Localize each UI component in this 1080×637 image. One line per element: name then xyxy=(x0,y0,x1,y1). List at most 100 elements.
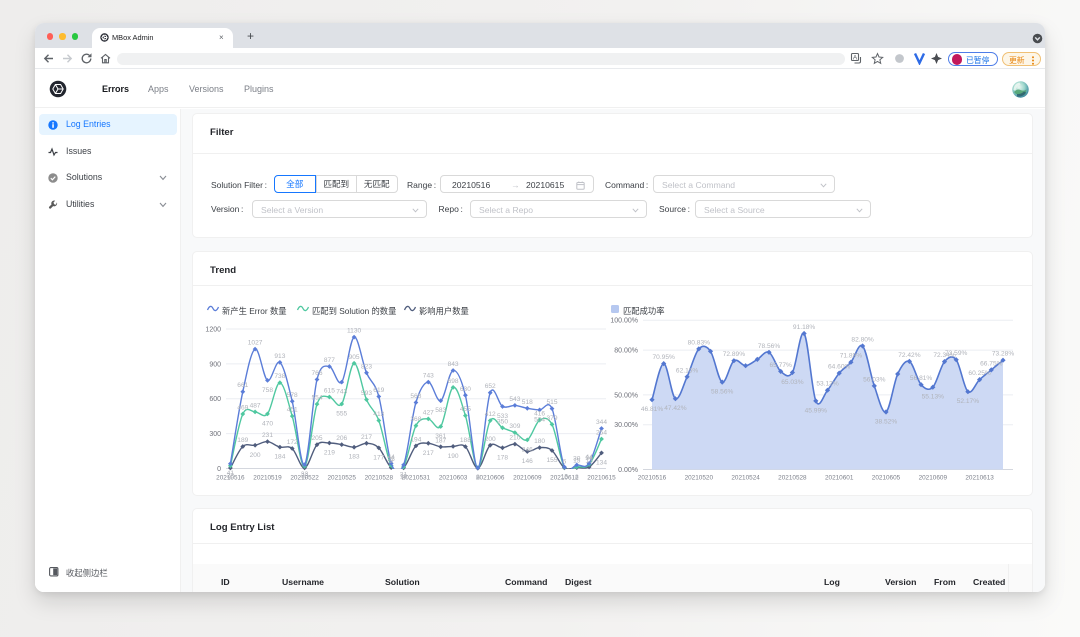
svg-text:630: 630 xyxy=(460,386,471,393)
svg-text:20210609: 20210609 xyxy=(919,475,948,482)
svg-text:15: 15 xyxy=(400,473,408,480)
svg-text:10: 10 xyxy=(561,474,569,481)
svg-text:73.59%: 73.59% xyxy=(945,350,968,357)
svg-text:518: 518 xyxy=(522,399,533,406)
svg-text:20210519: 20210519 xyxy=(253,475,282,482)
svg-text:205: 205 xyxy=(311,435,322,442)
svg-text:20210528: 20210528 xyxy=(778,475,807,482)
svg-text:246: 246 xyxy=(522,446,533,453)
svg-text:487: 487 xyxy=(250,402,261,409)
svg-text:62.15%: 62.15% xyxy=(676,367,699,374)
svg-text:698: 698 xyxy=(448,378,459,385)
svg-text:47.42%: 47.42% xyxy=(664,405,687,412)
svg-text:20210612: 20210612 xyxy=(550,475,579,482)
svg-text:4: 4 xyxy=(229,475,233,482)
svg-text:34: 34 xyxy=(585,455,593,462)
svg-text:56.81%: 56.81% xyxy=(910,375,933,382)
svg-text:72.34%: 72.34% xyxy=(933,352,956,359)
svg-text:15: 15 xyxy=(573,457,581,464)
svg-text:766: 766 xyxy=(311,370,322,377)
svg-text:200: 200 xyxy=(485,436,496,443)
svg-text:44: 44 xyxy=(388,454,396,461)
svg-text:183: 183 xyxy=(349,454,360,461)
svg-text:515: 515 xyxy=(546,399,557,406)
svg-text:65.03%: 65.03% xyxy=(781,379,804,386)
svg-text:20210531: 20210531 xyxy=(402,475,431,482)
svg-text:455: 455 xyxy=(460,406,471,413)
svg-text:8: 8 xyxy=(389,458,393,465)
svg-text:33: 33 xyxy=(301,471,309,478)
svg-text:743: 743 xyxy=(423,373,434,380)
svg-text:31: 31 xyxy=(400,471,408,478)
svg-text:743: 743 xyxy=(336,389,347,396)
svg-text:180: 180 xyxy=(534,438,545,445)
svg-text:543: 543 xyxy=(509,396,520,403)
svg-text:78.56%: 78.56% xyxy=(758,343,781,350)
svg-text:652: 652 xyxy=(485,383,496,390)
svg-text:200: 200 xyxy=(250,452,261,459)
svg-text:44: 44 xyxy=(585,454,593,461)
svg-text:177: 177 xyxy=(373,454,384,461)
svg-text:913: 913 xyxy=(274,353,285,360)
svg-text:823: 823 xyxy=(361,363,372,370)
svg-text:6: 6 xyxy=(402,474,406,481)
svg-text:172: 172 xyxy=(287,439,298,446)
svg-text:554: 554 xyxy=(311,395,322,402)
svg-text:178: 178 xyxy=(497,454,508,461)
svg-text:758: 758 xyxy=(262,387,273,394)
svg-text:615: 615 xyxy=(324,388,335,395)
svg-text:189: 189 xyxy=(237,437,248,444)
svg-text:413: 413 xyxy=(373,411,384,418)
svg-text:738: 738 xyxy=(274,373,285,380)
svg-text:8: 8 xyxy=(575,474,579,481)
svg-text:72.42%: 72.42% xyxy=(898,352,921,359)
svg-text:8: 8 xyxy=(476,474,480,481)
svg-text:1027: 1027 xyxy=(248,340,263,347)
svg-text:187: 187 xyxy=(435,437,446,444)
svg-text:100.00%: 100.00% xyxy=(610,318,638,325)
svg-text:583: 583 xyxy=(435,407,446,414)
svg-text:30.00%: 30.00% xyxy=(614,422,638,429)
svg-text:13: 13 xyxy=(561,474,569,481)
svg-text:555: 555 xyxy=(336,411,347,418)
svg-text:80.83%: 80.83% xyxy=(688,339,711,346)
svg-text:217: 217 xyxy=(361,434,372,441)
svg-text:219: 219 xyxy=(324,450,335,457)
svg-text:A: A xyxy=(853,54,858,61)
svg-text:20210601: 20210601 xyxy=(825,475,854,482)
svg-text:469: 469 xyxy=(237,405,248,412)
svg-text:0.00%: 0.00% xyxy=(618,467,638,474)
svg-text:470: 470 xyxy=(262,420,273,427)
svg-text:20210520: 20210520 xyxy=(685,475,714,482)
svg-text:60.25%: 60.25% xyxy=(968,370,991,377)
svg-text:1200: 1200 xyxy=(205,326,221,333)
svg-text:64.60%: 64.60% xyxy=(828,364,851,371)
svg-text:412: 412 xyxy=(485,411,496,418)
svg-text:155: 155 xyxy=(546,457,557,464)
svg-text:58.56%: 58.56% xyxy=(711,389,734,396)
svg-text:20210525: 20210525 xyxy=(327,475,356,482)
svg-text:73.28%: 73.28% xyxy=(992,351,1015,358)
svg-text:1130: 1130 xyxy=(347,328,362,335)
svg-text:56.03%: 56.03% xyxy=(863,376,886,383)
svg-text:184: 184 xyxy=(274,454,285,461)
svg-text:20210524: 20210524 xyxy=(731,475,760,482)
svg-text:65.77%: 65.77% xyxy=(770,362,793,369)
svg-text:71.89%: 71.89% xyxy=(840,353,863,360)
svg-text:905: 905 xyxy=(349,354,360,361)
svg-text:70.95%: 70.95% xyxy=(653,354,676,361)
svg-text:20210615: 20210615 xyxy=(587,475,616,482)
svg-text:416: 416 xyxy=(534,411,545,418)
svg-text:568: 568 xyxy=(410,393,421,400)
svg-text:30: 30 xyxy=(573,456,581,463)
svg-text:619: 619 xyxy=(373,387,384,394)
svg-text:379: 379 xyxy=(546,415,557,422)
svg-text:41: 41 xyxy=(227,470,235,477)
svg-text:254: 254 xyxy=(596,430,607,437)
svg-text:38.52%: 38.52% xyxy=(875,419,898,426)
svg-text:20210605: 20210605 xyxy=(872,475,901,482)
svg-text:66.75%: 66.75% xyxy=(980,360,1003,367)
svg-text:50.00%: 50.00% xyxy=(614,392,638,399)
svg-text:55.13%: 55.13% xyxy=(922,394,945,401)
svg-text:5: 5 xyxy=(303,474,307,481)
